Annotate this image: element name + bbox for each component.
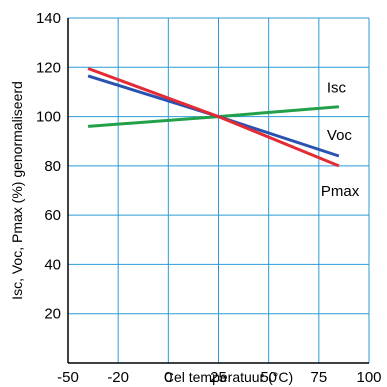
y-tick-label: 140	[36, 10, 61, 27]
x-tick-label: 0	[164, 369, 172, 386]
x-tick-label: -50	[57, 369, 79, 386]
series-labels: Isc Voc Pmax	[321, 80, 360, 200]
series-label-pmax: Pmax	[321, 183, 360, 200]
x-tick-label: 100	[356, 369, 381, 386]
y-tick-label: 120	[36, 59, 61, 76]
y-tick-label: 60	[44, 207, 61, 224]
y-tick-label: 20	[44, 306, 61, 323]
y-tick-label: 80	[44, 158, 61, 175]
y-tick-label: 40	[44, 256, 61, 273]
x-tick-label: 75	[310, 369, 327, 386]
y-axis-title: Isc, Voc, Pmax (%) genormaliseerd	[9, 81, 25, 300]
series-label-voc: Voc	[327, 127, 353, 144]
x-axis-title: Cel temperatuur (°C)	[164, 369, 293, 385]
series-lines	[87, 67, 340, 168]
x-tick-label: -20	[107, 369, 129, 386]
series-label-isc: Isc	[327, 80, 347, 97]
x-tick-label: 50	[260, 369, 277, 386]
y-tick-label: 100	[36, 109, 61, 126]
grid	[68, 17, 370, 363]
series-line-pmax	[87, 67, 340, 168]
axes	[67, 18, 369, 364]
x-tick-label: 25	[210, 369, 227, 386]
tick-labels: 20 40 60 80 100 120 140 -50 -20 0 25 50 75 100	[36, 10, 382, 386]
